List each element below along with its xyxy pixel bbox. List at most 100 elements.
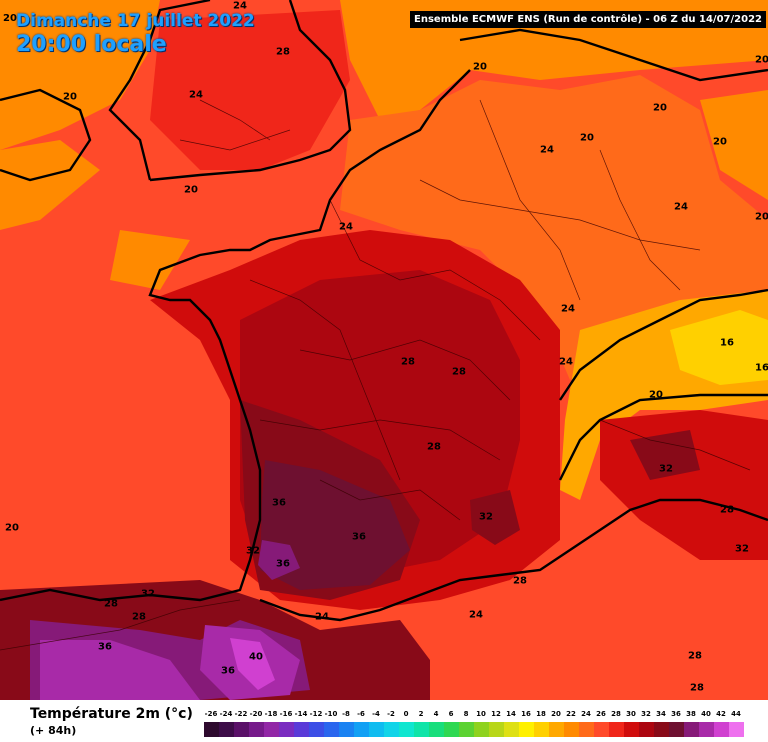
- iso-label-gers: 36: [276, 558, 290, 570]
- iso-label-alps-west: 16: [720, 337, 734, 349]
- scale-tick-label: 38: [686, 710, 696, 718]
- scale-swatch: [564, 722, 579, 737]
- iso-label-po-valley: 32: [659, 463, 673, 475]
- coastline-ireland: [0, 88, 92, 182]
- color-scale-labels: -26 -24 -22 -20 -18 -16 -14 -12 -10 -8 -6 -4 -2 0 2 4 6 8…: [204, 710, 744, 720]
- corner-contour-label: 20: [3, 13, 17, 24]
- legend-title: Température 2m (°c): [30, 706, 193, 722]
- scale-tick-label: -2: [387, 710, 395, 718]
- model-run-header: Ensemble ECMWF ENS (Run de contrôle) - 0…: [410, 11, 766, 28]
- scale-swatch: [639, 722, 654, 737]
- scale-tick-label: 6: [448, 710, 454, 718]
- scale-swatch: [669, 722, 684, 737]
- field-36-southwest: [260, 460, 410, 590]
- iso-label-netherlands: 20: [473, 61, 487, 73]
- coastline-mediterranean: [259, 498, 768, 622]
- scale-tick-label: -20: [249, 710, 263, 718]
- iso-label-basque-country: 32: [141, 588, 155, 600]
- iso-label-provence: 28: [513, 575, 527, 587]
- iso-label-alps-south: 20: [649, 389, 663, 401]
- iso-label-tuscany: 32: [735, 543, 749, 555]
- field-spain-42: [230, 638, 275, 690]
- iso-label-landes: 32: [246, 545, 260, 557]
- scale-tick-label: -26: [204, 710, 218, 718]
- scale-tick-label: 26: [596, 710, 606, 718]
- iso-label-rhone: 32: [479, 511, 493, 523]
- scale-tick-label: -6: [357, 710, 365, 718]
- coastline-england: [108, 0, 352, 182]
- scale-swatch: [609, 722, 624, 737]
- scale-tick-label: -4: [372, 710, 380, 718]
- iso-label-normandy: 24: [339, 221, 353, 233]
- scale-tick-label: 44: [731, 710, 741, 718]
- iso-label-aragon: 40: [249, 651, 263, 663]
- scale-tick-label: 10: [476, 710, 486, 718]
- scale-swatch: [579, 722, 594, 737]
- iso-label-poland: 20: [755, 54, 768, 66]
- field-24-england: [150, 10, 350, 170]
- scale-swatch: [399, 722, 414, 737]
- iso-label-ireland: 20: [63, 91, 77, 103]
- field-italy-core: [630, 430, 700, 480]
- iso-label-cantabria: 28: [104, 598, 118, 610]
- scale-swatch: [474, 722, 489, 737]
- iso-label-mediterranean: 24: [469, 609, 483, 621]
- iso-label-cornwall: 20: [184, 184, 198, 196]
- iso-label-toulouse: 36: [352, 531, 366, 543]
- forecast-time: 20:00 locale: [16, 32, 167, 57]
- scale-tick-label: 12: [491, 710, 501, 718]
- scale-tick-label: -14: [294, 710, 308, 718]
- scale-tick-label: 40: [701, 710, 711, 718]
- scale-swatch: [519, 722, 534, 737]
- scale-swatch: [489, 722, 504, 737]
- scale-tick-label: -18: [264, 710, 278, 718]
- scale-swatch: [654, 722, 669, 737]
- iso-label-sardinia: 28: [690, 682, 704, 694]
- scale-tick-label: 14: [506, 710, 516, 718]
- scale-swatch: [339, 722, 354, 737]
- temperature-field: [0, 0, 768, 700]
- legend-lead-time: (+ 84h): [30, 724, 77, 737]
- iso-label-atlantic: 20: [5, 522, 19, 534]
- scale-tick-label: 42: [716, 710, 726, 718]
- iso-label-gulf-of-lion: 24: [315, 611, 329, 623]
- field-24-north: [340, 75, 768, 380]
- field-cool-celtic-sea: [110, 230, 190, 290]
- iso-label-alps-east: 16: [755, 362, 768, 374]
- field-cool-northeast: [700, 90, 768, 200]
- iso-label-navarre: 28: [132, 611, 146, 623]
- scale-tick-label: 2: [418, 710, 424, 718]
- scale-swatch: [309, 722, 324, 737]
- iso-label-massif-central: 28: [427, 441, 441, 453]
- iso-label-burgundy: 28: [452, 366, 466, 378]
- iso-label-liguria: 28: [720, 504, 734, 516]
- scale-tick-label: -24: [219, 710, 233, 718]
- iso-label-bavaria: 24: [674, 201, 688, 213]
- scale-tick-label: 28: [611, 710, 621, 718]
- iso-label-corsica: 28: [688, 650, 702, 662]
- iso-label-ebro: 36: [221, 665, 235, 677]
- scale-swatch: [219, 722, 234, 737]
- scale-tick-label: 0: [403, 710, 409, 718]
- scale-tick-label: 20: [551, 710, 561, 718]
- coastline-continent: [0, 69, 471, 602]
- scale-tick-label: 22: [566, 710, 576, 718]
- color-scale-bar: [204, 722, 744, 737]
- scale-swatch: [204, 722, 219, 737]
- coastline-alps-ridge: [558, 288, 768, 481]
- field-38-southwest: [258, 540, 300, 580]
- scale-swatch: [249, 722, 264, 737]
- scale-swatch: [264, 722, 279, 737]
- scale-swatch: [444, 722, 459, 737]
- scale-tick-label: -12: [309, 710, 323, 718]
- scale-swatch: [534, 722, 549, 737]
- iso-label-switzerland: 24: [559, 356, 573, 368]
- scale-swatch: [459, 722, 474, 737]
- iso-label-wales: 24: [189, 89, 203, 101]
- field-34-rhone: [470, 490, 520, 545]
- scale-swatch: [699, 722, 714, 737]
- coastline-baltic: [459, 28, 768, 82]
- scale-swatch: [384, 722, 399, 737]
- iso-label-alsace: 24: [561, 303, 575, 315]
- scale-swatch: [354, 722, 369, 737]
